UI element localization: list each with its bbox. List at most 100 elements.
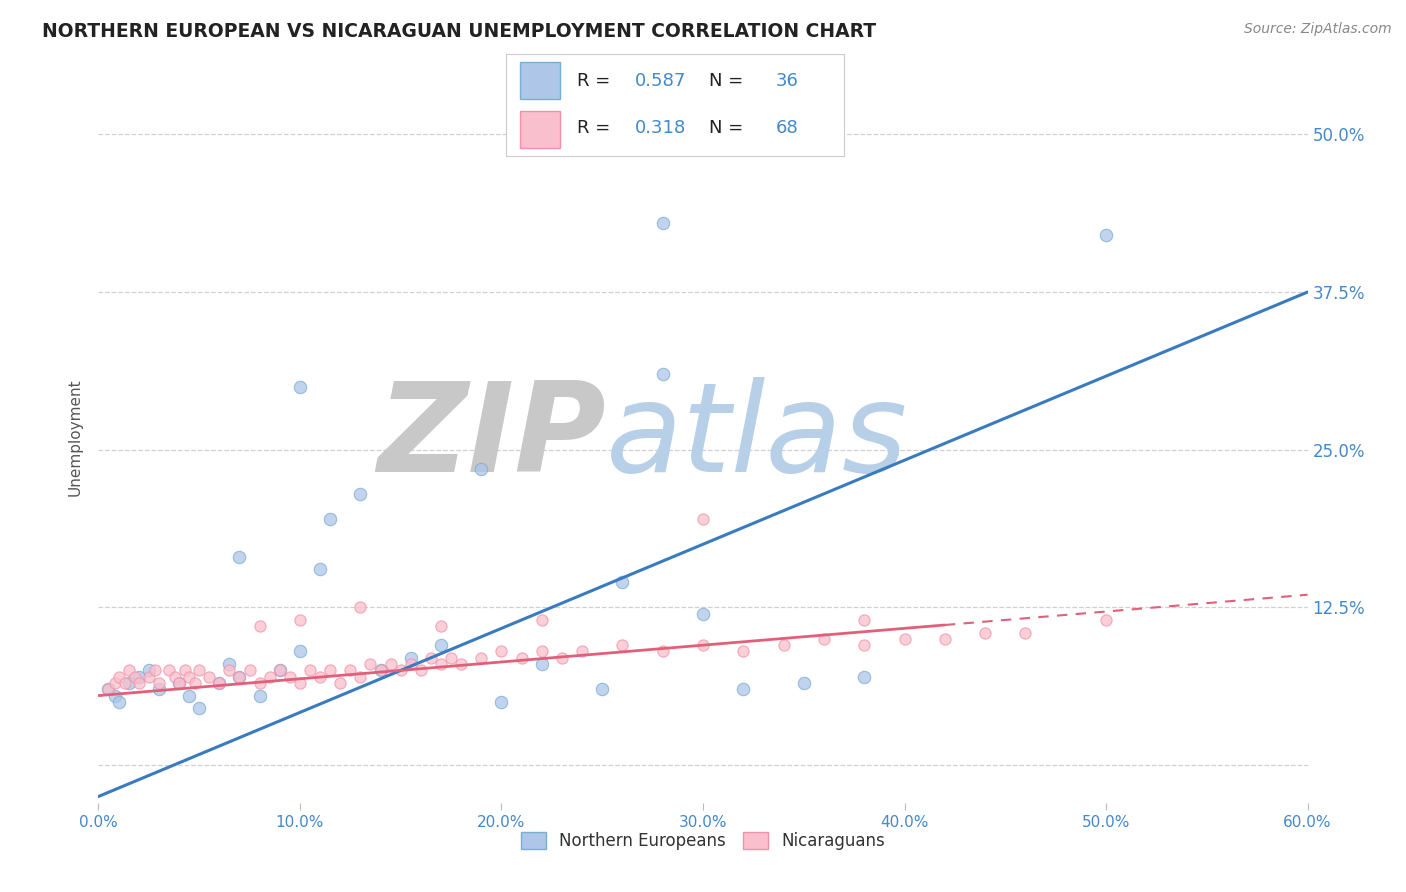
Text: R =: R = <box>576 120 621 137</box>
Point <box>409 664 432 678</box>
Point <box>138 670 160 684</box>
Point <box>571 644 593 658</box>
FancyBboxPatch shape <box>520 111 560 148</box>
Point <box>278 670 301 684</box>
Point <box>288 379 311 393</box>
Point <box>174 664 197 678</box>
Text: NORTHERN EUROPEAN VS NICARAGUAN UNEMPLOYMENT CORRELATION CHART: NORTHERN EUROPEAN VS NICARAGUAN UNEMPLOY… <box>42 22 876 41</box>
Point <box>380 657 402 671</box>
Text: N =: N = <box>709 72 748 90</box>
Point <box>1095 228 1118 243</box>
Point <box>143 664 166 678</box>
Text: 68: 68 <box>776 120 799 137</box>
Point <box>733 682 755 697</box>
Point <box>591 682 613 697</box>
Point <box>128 676 150 690</box>
Point <box>530 613 553 627</box>
Point <box>450 657 472 671</box>
Point <box>249 619 271 633</box>
Y-axis label: Unemployment: Unemployment <box>67 378 83 496</box>
Point <box>309 670 332 684</box>
Point <box>692 512 714 526</box>
Point <box>148 682 170 697</box>
Text: atlas: atlas <box>606 376 908 498</box>
Point <box>259 670 281 684</box>
Point <box>118 676 141 690</box>
Point <box>157 664 180 678</box>
Point <box>228 549 250 564</box>
Point <box>148 676 170 690</box>
Point <box>188 664 211 678</box>
Point <box>269 664 291 678</box>
Point <box>772 638 794 652</box>
Point <box>124 670 146 684</box>
FancyBboxPatch shape <box>520 62 560 99</box>
Point <box>208 676 231 690</box>
Point <box>934 632 956 646</box>
Point <box>114 676 136 690</box>
Text: N =: N = <box>709 120 748 137</box>
Point <box>491 644 513 658</box>
Point <box>893 632 915 646</box>
Point <box>97 682 120 697</box>
Point <box>470 461 492 475</box>
Point <box>167 676 190 690</box>
Point <box>530 644 553 658</box>
Point <box>288 644 311 658</box>
Point <box>853 613 876 627</box>
Point <box>198 670 221 684</box>
Point <box>118 664 141 678</box>
Point <box>97 682 120 697</box>
Point <box>349 670 371 684</box>
Point <box>399 657 422 671</box>
Point <box>184 676 207 690</box>
Point <box>389 664 412 678</box>
Point <box>299 664 322 678</box>
Point <box>692 638 714 652</box>
Point <box>179 689 201 703</box>
Point <box>228 670 250 684</box>
Point <box>974 625 997 640</box>
Point <box>218 657 240 671</box>
Point <box>612 575 634 590</box>
Point <box>430 619 453 633</box>
Point <box>853 670 876 684</box>
Point <box>319 664 342 678</box>
Point <box>813 632 835 646</box>
Point <box>128 670 150 684</box>
Point <box>167 676 190 690</box>
Point <box>692 607 714 621</box>
Point <box>249 676 271 690</box>
Point <box>179 670 201 684</box>
Point <box>107 670 129 684</box>
Point <box>370 664 392 678</box>
Point <box>530 657 553 671</box>
Point <box>239 664 262 678</box>
Point <box>399 650 422 665</box>
Point <box>360 657 382 671</box>
Point <box>491 695 513 709</box>
Point <box>470 650 492 665</box>
Point <box>163 670 186 684</box>
Point <box>107 695 129 709</box>
Point <box>430 657 453 671</box>
Point <box>853 638 876 652</box>
Point <box>218 664 240 678</box>
Text: ZIP: ZIP <box>378 376 606 498</box>
Point <box>138 664 160 678</box>
Point <box>733 644 755 658</box>
Point <box>339 664 361 678</box>
Text: 0.318: 0.318 <box>634 120 686 137</box>
Point <box>430 638 453 652</box>
Point <box>370 664 392 678</box>
Point <box>329 676 352 690</box>
Text: R =: R = <box>576 72 616 90</box>
Point <box>651 216 673 230</box>
Point <box>1014 625 1036 640</box>
Point <box>319 512 342 526</box>
Point <box>793 676 815 690</box>
Point <box>208 676 231 690</box>
Point <box>651 644 673 658</box>
Point <box>288 676 311 690</box>
Point <box>188 701 211 715</box>
